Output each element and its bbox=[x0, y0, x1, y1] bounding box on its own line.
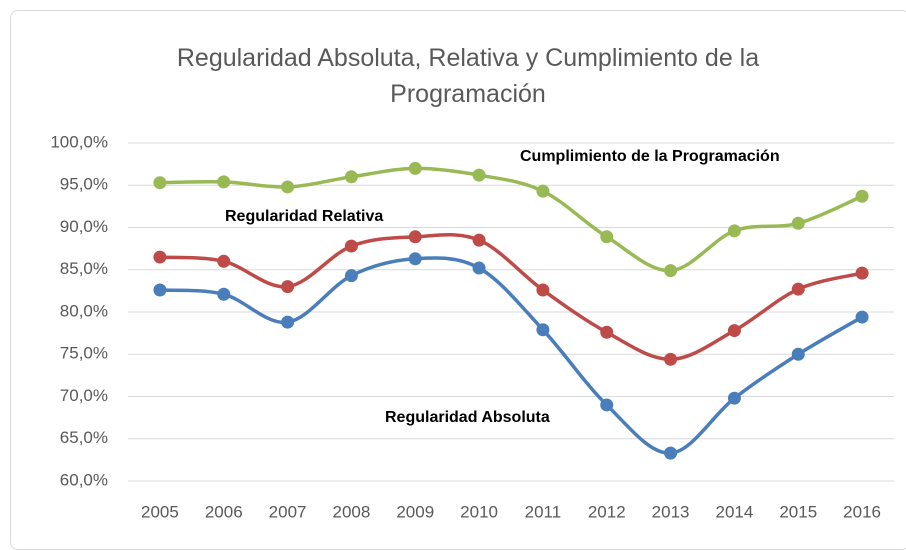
data-point bbox=[281, 280, 295, 294]
x-tick-label: 2016 bbox=[843, 502, 881, 521]
x-tick-label: 2013 bbox=[652, 502, 690, 521]
x-tick-label: 2009 bbox=[396, 502, 434, 521]
y-tick-label: 85,0% bbox=[60, 259, 108, 278]
y-tick-label: 100,0% bbox=[50, 132, 108, 151]
y-tick-label: 95,0% bbox=[60, 175, 108, 194]
data-point bbox=[472, 261, 486, 275]
x-tick-label: 2007 bbox=[269, 502, 307, 521]
data-point bbox=[791, 282, 805, 296]
data-point bbox=[153, 283, 167, 297]
data-point bbox=[664, 446, 678, 460]
x-tick-label: 2010 bbox=[460, 502, 498, 521]
x-tick-label: 2011 bbox=[525, 502, 562, 521]
chart: 60,0% 65,0% 70,0% 75,0% 80,0% 85,0% 90,0% 95,0%… bbox=[50, 132, 894, 521]
y-tick-label: 90,0% bbox=[60, 217, 108, 236]
data-point bbox=[791, 347, 805, 361]
data-point bbox=[281, 180, 295, 194]
x-tick-label: 2008 bbox=[333, 502, 371, 521]
x-tick-label: 2014 bbox=[716, 502, 754, 521]
x-tick-label: 2005 bbox=[141, 502, 179, 521]
data-point bbox=[344, 239, 358, 253]
y-tick-label: 60,0% bbox=[60, 470, 108, 489]
data-point bbox=[344, 170, 358, 184]
data-point bbox=[727, 391, 741, 405]
data-point bbox=[408, 161, 422, 175]
data-point bbox=[217, 175, 231, 189]
x-tick-label: 2015 bbox=[779, 502, 817, 521]
data-point bbox=[600, 230, 614, 244]
data-point bbox=[600, 325, 614, 339]
data-point bbox=[408, 230, 422, 244]
data-point bbox=[727, 324, 741, 338]
data-point bbox=[217, 254, 231, 268]
series-annotation: Regularidad Absoluta bbox=[385, 409, 550, 426]
data-point bbox=[855, 266, 869, 280]
data-point bbox=[664, 352, 678, 366]
y-tick-label: 65,0% bbox=[60, 428, 108, 447]
y-tick-label: 80,0% bbox=[60, 301, 108, 320]
data-point bbox=[536, 283, 550, 297]
chart-title: Regularidad Absoluta, Relativa y Cumplim… bbox=[176, 44, 760, 108]
data-point bbox=[855, 189, 869, 203]
data-point bbox=[536, 323, 550, 337]
x-tick-label: 2006 bbox=[205, 502, 243, 521]
data-point bbox=[344, 269, 358, 283]
y-tick-label: 75,0% bbox=[60, 344, 108, 363]
x-tick-label: 2012 bbox=[588, 502, 626, 521]
data-point bbox=[153, 176, 167, 190]
data-point bbox=[472, 233, 486, 247]
data-point bbox=[217, 287, 231, 301]
page: Regularidad Absoluta, Relativa y Cumplim… bbox=[10, 10, 906, 550]
data-point bbox=[472, 168, 486, 182]
y-tick-label: 70,0% bbox=[60, 386, 108, 405]
series-annotation: Cumplimiento de la Programación bbox=[520, 148, 780, 165]
data-point bbox=[664, 264, 678, 278]
data-point bbox=[727, 224, 741, 238]
data-point bbox=[855, 310, 869, 324]
data-point bbox=[408, 252, 422, 266]
series-annotation: Regularidad Relativa bbox=[225, 208, 383, 225]
data-point bbox=[536, 184, 550, 198]
data-point bbox=[791, 216, 805, 230]
data-point bbox=[281, 315, 295, 329]
data-point bbox=[153, 250, 167, 264]
data-point bbox=[600, 398, 614, 412]
